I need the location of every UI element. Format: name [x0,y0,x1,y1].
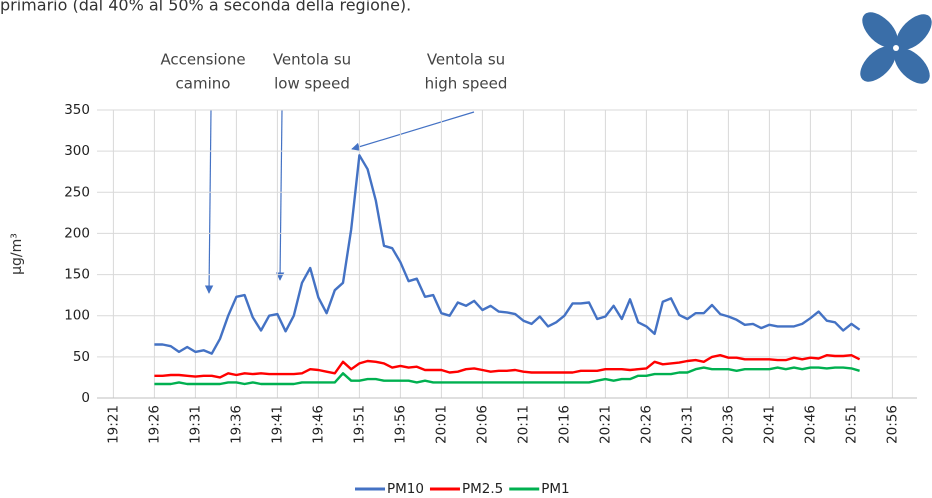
y-tick-label: 100 [64,308,90,324]
x-tick-label: 19:21 [105,405,121,444]
annotation: high speed [425,75,508,93]
annotation: Ventola su [427,51,505,69]
x-tick-label: 19:31 [187,405,203,444]
x-tick-label: 20:51 [843,405,859,444]
x-tick-label: 20:16 [556,405,572,444]
x-tick-label: 19:56 [392,405,408,444]
x-tick-label: 20:21 [597,405,613,444]
x-tick-label: 20:11 [515,405,531,444]
annotation-arrows [204,109,475,294]
x-tick-label: 20:31 [679,405,695,444]
y-tick-label: 150 [64,267,90,283]
y-axis-label: µg/m³ [9,233,25,275]
x-tick-label: 20:06 [474,405,490,444]
annotation: camino [176,75,231,93]
x-tick-label: 19:41 [269,405,285,444]
x-tick-label: 19:26 [146,405,162,444]
intro-text: primario (dal 40% al 50% a seconda della… [0,0,411,15]
x-tick-label: 19:51 [351,405,367,444]
legend-label: PM2.5 [462,481,503,497]
annotation: Accensione [160,51,245,69]
y-tick-label: 300 [64,143,90,159]
legend-label: PM1 [541,481,569,497]
series-line [154,366,860,386]
x-tick-label: 20:41 [761,405,777,444]
y-tick-label: 250 [64,184,90,200]
x-tick-label: 20:01 [433,405,449,444]
fan-icon [860,12,932,84]
x-tick-label: 19:36 [228,405,244,444]
annotation: low speed [274,75,350,93]
x-tick-label: 20:46 [802,405,818,444]
series-line [154,154,861,355]
y-tick-label: 200 [64,225,90,241]
y-tick-label: 50 [73,349,90,365]
y-tick-label: 350 [64,102,90,118]
x-tick-label: 19:46 [310,405,326,444]
x-tick-label: 20:56 [884,405,900,444]
legend-label: PM10 [387,481,424,497]
series-line [154,354,861,379]
annotation: Ventola su [273,51,351,69]
x-tick-label: 20:36 [720,405,736,444]
y-tick-label: 0 [81,390,90,406]
x-tick-label: 20:26 [638,405,654,444]
